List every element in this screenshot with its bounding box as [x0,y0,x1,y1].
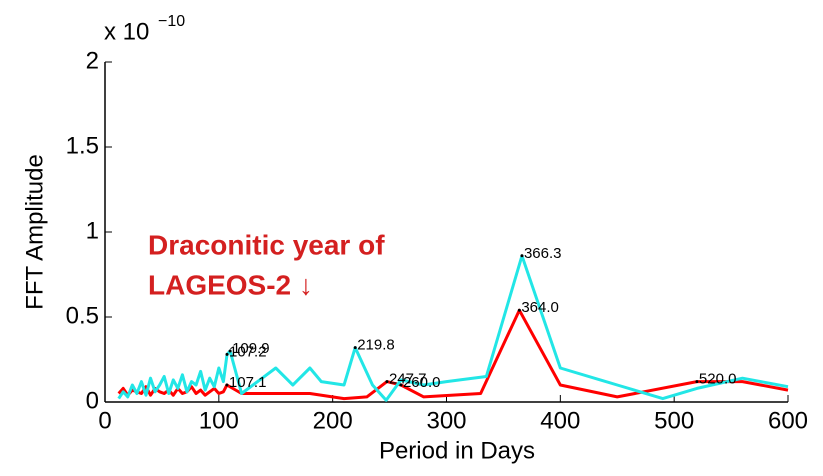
point-label: 107.1 [229,374,267,391]
y-tick-label: 0 [86,387,99,414]
x-tick-label: 500 [654,407,694,434]
point-marker [399,383,403,387]
y-tick-label: 1.5 [66,132,99,159]
annotation: Draconitic year of [148,229,385,260]
x-tick-label: 600 [768,407,808,434]
point-marker [225,383,229,387]
x-tick-label: 200 [313,407,353,434]
point-label: 260.0 [403,374,441,391]
point-label: 107.2 [229,343,267,360]
point-marker [695,380,699,384]
y-tick-label: 2 [86,47,99,74]
point-label: 520.0 [699,371,737,388]
y-exponent: −10 [158,13,185,30]
series-line [117,308,789,401]
point-label: 219.8 [357,337,395,354]
point-marker [517,308,521,312]
x-axis-label: Period in Days [379,437,535,464]
x-tick-label: 0 [98,407,111,434]
point-marker [520,254,524,258]
y-multiplier: x 10 [104,18,149,45]
point-label: 366.3 [524,245,562,262]
x-tick-label: 100 [199,407,239,434]
x-tick-label: 400 [540,407,580,434]
point-marker [225,352,229,356]
point-marker [353,346,357,350]
y-axis-label: FFT Amplitude [21,154,48,310]
annotation: LAGEOS-2 ↓ [148,269,313,300]
point-label: 364.0 [521,299,559,316]
series-line [117,254,789,402]
point-marker [385,380,389,384]
y-tick-label: 1 [86,217,99,244]
point-marker [228,349,232,353]
y-tick-label: 0.5 [66,302,99,329]
x-tick-label: 300 [426,407,466,434]
point-label: 109.9 [232,340,270,357]
point-label: 247.7 [389,371,427,388]
